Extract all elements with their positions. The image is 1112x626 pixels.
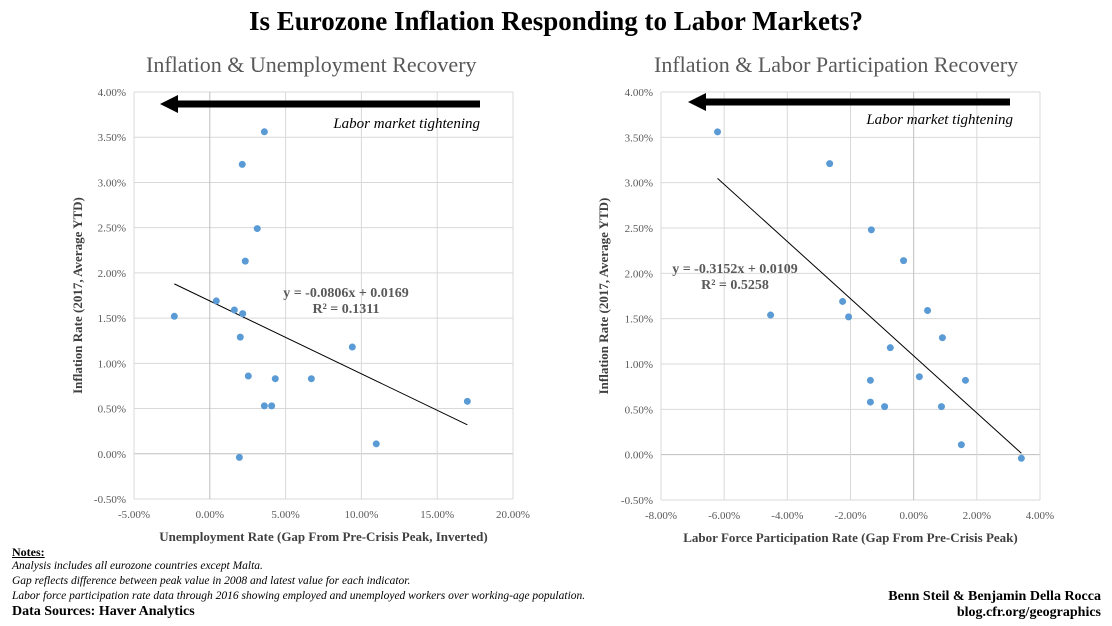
arrow-shaft [704,98,1010,106]
y-tick-label: 0.50% [98,404,126,416]
x-tick-label: -4.00% [771,510,803,522]
data-point [957,441,965,449]
data-point [900,257,908,265]
x-tick-label: -2.00% [834,510,866,522]
y-tick-label: 0.00% [625,450,653,462]
note-line: Analysis includes all eurozone countries… [12,560,263,572]
y-tick-label: 0.00% [98,449,126,461]
data-point [961,376,969,384]
data-point [924,307,932,315]
data-point [238,160,246,168]
right-chart-title: Inflation & Labor Participation Recovery [654,52,1019,77]
data-point [937,403,945,411]
x-tick-label: 2.00% [963,510,991,522]
y-tick-label: 3.50% [625,132,653,144]
y-tick-label: 1.50% [625,314,653,326]
data-point [239,310,247,318]
y-axis-label: Inflation Rate (2017, Average YTD) [70,197,85,394]
data-point [170,312,178,320]
annotation-label: Labor market tightening [865,112,1013,128]
data-point [866,398,874,406]
x-tick-label: -8.00% [645,510,677,522]
data-point [372,440,380,448]
data-point [268,402,276,410]
x-tick-label: 20.00% [496,509,530,521]
authors: Benn Steil & Benjamin Della Rocca [888,589,1101,604]
data-point [260,128,268,136]
arrow-shaft [176,100,480,108]
data-point [881,403,889,411]
note-line: Gap reflects difference between peak val… [12,575,411,587]
data-point [845,313,853,321]
trendline [717,177,1022,454]
x-tick-label: 4.00% [1026,510,1054,522]
y-tick-label: 4.00% [625,87,653,99]
data-point [1017,454,1025,462]
data-point [241,257,249,265]
trendline [174,283,468,426]
r-squared: R² = 0.1311 [312,302,379,317]
blog-link[interactable]: blog.cfr.org/geographics [956,605,1101,620]
data-point [463,397,471,405]
x-tick-label: -6.00% [708,510,740,522]
y-tick-label: 0.50% [625,404,653,416]
x-tick-label: 0.00% [899,510,927,522]
note-line: Labor force participation rate data thro… [12,590,586,602]
y-tick-label: 3.50% [98,132,126,144]
y-tick-label: 2.50% [98,223,126,235]
data-sources: Data Sources: Haver Analytics [12,604,195,619]
y-tick-label: 1.50% [98,313,126,325]
trendline-equation: y = -0.3152x + 0.0109 [672,262,798,277]
x-axis-label: Unemployment Rate (Gap From Pre-Crisis P… [159,529,487,544]
y-tick-label: 2.00% [625,268,653,280]
data-point [260,402,268,410]
data-point [236,333,244,341]
data-point [244,372,252,380]
trendline-equation: y = -0.0806x + 0.0169 [283,286,409,301]
y-tick-label: 2.50% [625,223,653,235]
data-point [866,376,874,384]
arrow-left-icon [160,95,178,113]
y-tick-label: 1.00% [98,358,126,370]
y-axis-label: Inflation Rate (2017, Average YTD) [596,198,611,395]
y-tick-label: 4.00% [98,87,126,99]
data-point [915,373,923,381]
x-tick-label: 10.00% [344,509,378,521]
r-squared: R² = 0.5258 [701,278,769,293]
data-point [867,226,875,234]
data-point [886,344,894,352]
x-tick-label: 0.00% [196,509,224,521]
data-point [271,375,279,383]
main-title: Is Eurozone Inflation Responding to Labo… [248,6,864,36]
data-point [235,453,243,461]
data-point [212,297,220,305]
arrow-left-icon [688,93,706,111]
data-point [767,311,775,319]
notes-heading: Notes: [12,545,45,559]
x-tick-label: -5.00% [118,509,150,521]
data-point [826,160,834,168]
y-tick-label: -0.50% [94,494,126,506]
y-tick-label: -0.50% [621,495,653,507]
x-axis-label: Labor Force Participation Rate (Gap From… [683,530,1017,545]
y-tick-label: 1.00% [625,359,653,371]
y-tick-label: 3.00% [98,177,126,189]
data-point [307,375,315,383]
data-point [230,306,238,314]
annotation-label: Labor market tightening [332,116,480,132]
data-point [714,128,722,136]
data-point [348,343,356,351]
x-tick-label: 15.00% [420,509,454,521]
data-point [253,225,261,233]
data-point [839,297,847,305]
left-chart-title: Inflation & Unemployment Recovery [146,52,477,77]
y-tick-label: 3.00% [625,178,653,190]
y-tick-label: 2.00% [98,268,126,280]
x-tick-label: 5.00% [271,509,299,521]
data-point [938,334,946,342]
